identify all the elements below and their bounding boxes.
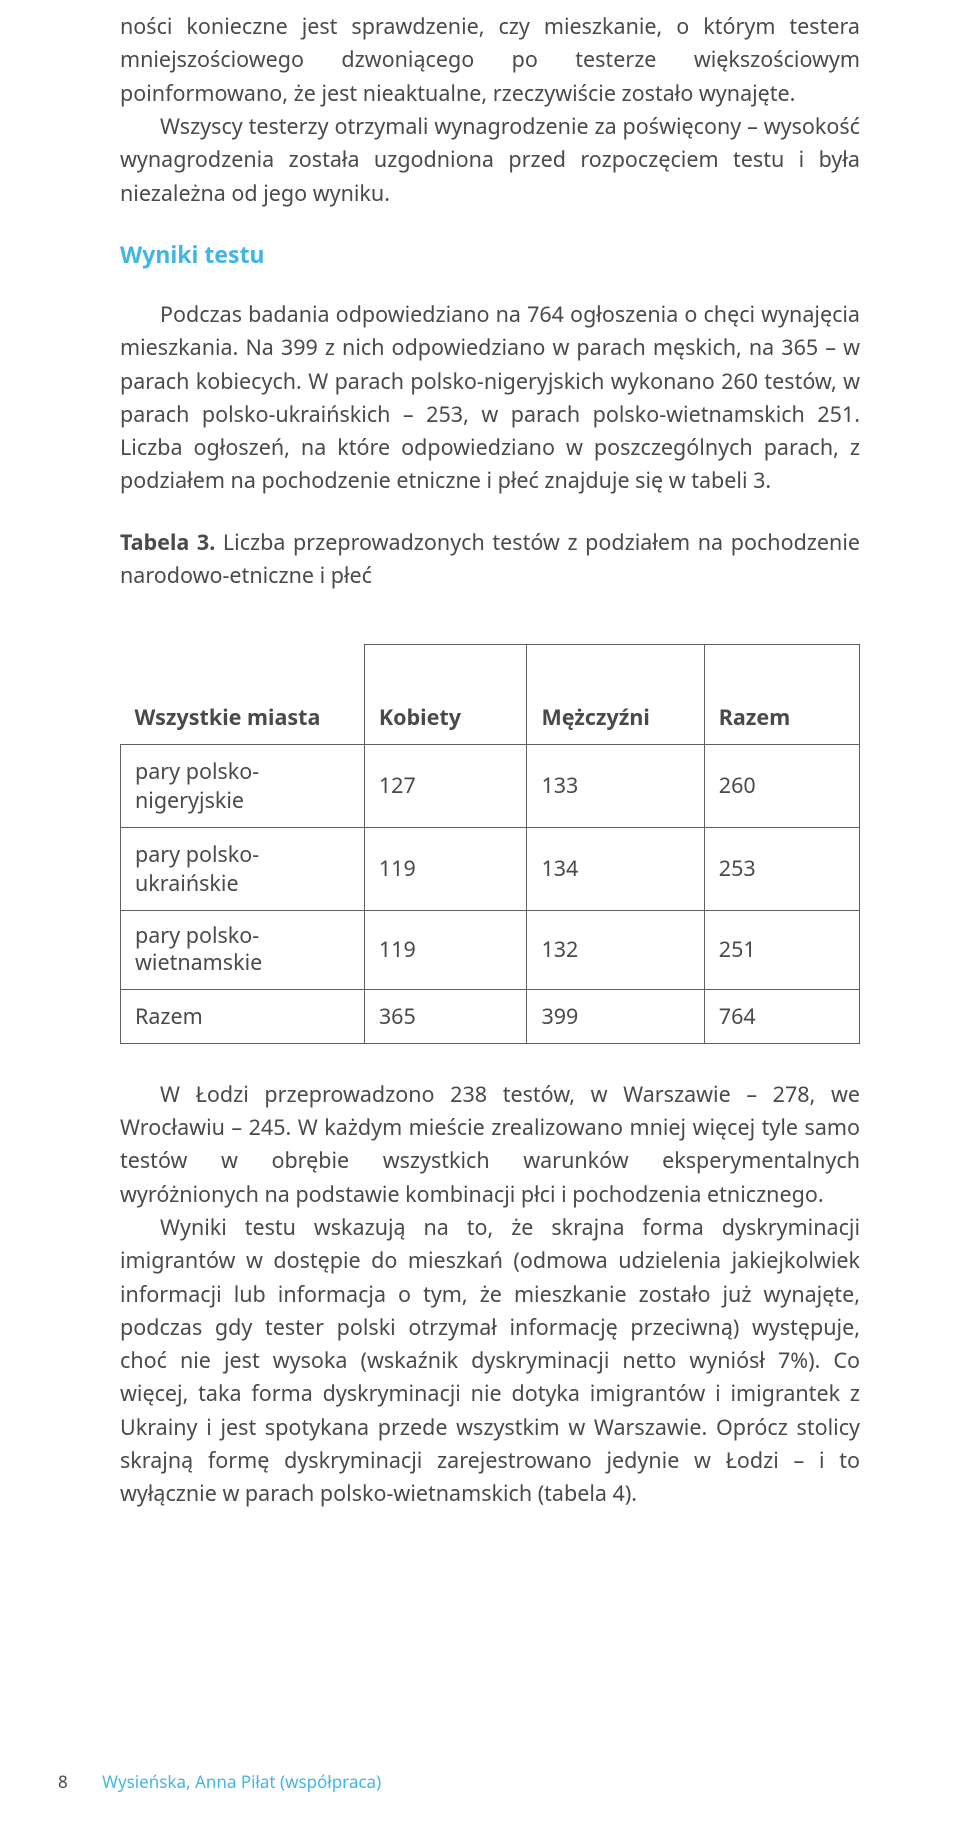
- col-header-cities: Wszystkie miasta: [121, 644, 365, 744]
- page-number: 8: [58, 1770, 68, 1793]
- cell: 132: [527, 910, 704, 989]
- paragraph-5: Wyniki testu wskazują na to, że skrajna …: [120, 1211, 860, 1511]
- tests-table: Wszystkie miasta Kobiety Mężczyźni Razem…: [120, 620, 860, 1043]
- cell: 119: [364, 910, 527, 989]
- cell: 119: [364, 827, 527, 910]
- cell: 134: [527, 827, 704, 910]
- table-caption-text: Liczba przeprowadzonych testów z podział…: [120, 528, 860, 590]
- table-row: pary polsko-wietnamskie 119 132 251: [121, 910, 860, 989]
- cell: pary polsko-ukraińskie: [121, 827, 365, 910]
- table-row: pary polsko-nigeryjskie 127 133 260: [121, 744, 860, 827]
- paragraph-4: W Łodzi przeprowadzono 238 testów, w War…: [120, 1078, 860, 1211]
- table-row: pary polsko-ukraińskie 119 134 253: [121, 827, 860, 910]
- cell: 365: [364, 989, 527, 1043]
- cell: 260: [704, 744, 859, 827]
- cell: pary polsko-wietnamskie: [121, 910, 365, 989]
- footer-author: Wysieńska, Anna Piłat (współpraca): [102, 1770, 381, 1793]
- col-header-men: Mężczyźni: [527, 644, 704, 744]
- paragraph-2: Wszyscy testerzy otrzymali wynagrodzenie…: [120, 110, 860, 210]
- table-label: Tabela 3.: [120, 528, 215, 557]
- cell: 251: [704, 910, 859, 989]
- table-row: Razem 365 399 764: [121, 989, 860, 1043]
- col-header-total: Razem: [704, 644, 859, 744]
- cell: 399: [527, 989, 704, 1043]
- cell: Razem: [121, 989, 365, 1043]
- cell: 133: [527, 744, 704, 827]
- cell: 127: [364, 744, 527, 827]
- cell: 253: [704, 827, 859, 910]
- table-caption: Tabela 3. Liczba przeprowadzonych testów…: [120, 526, 860, 593]
- paragraph-1: ności konieczne jest sprawdzenie, czy mi…: [120, 10, 860, 110]
- col-header-women: Kobiety: [364, 644, 527, 744]
- paragraph-3: Podczas badania odpowiedziano na 764 ogł…: [120, 298, 860, 498]
- section-heading-results: Wyniki testu: [120, 238, 860, 270]
- page-footer: 8 Wysieńska, Anna Piłat (współpraca): [58, 1770, 381, 1793]
- cell: 764: [704, 989, 859, 1043]
- cell: pary polsko-nigeryjskie: [121, 744, 365, 827]
